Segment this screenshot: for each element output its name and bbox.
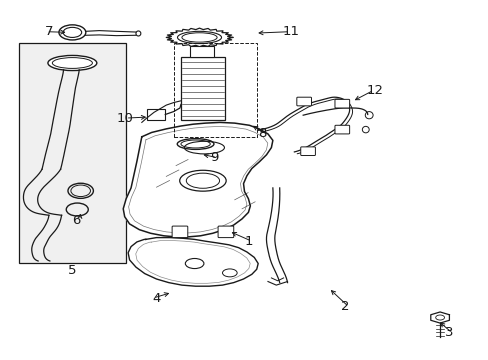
Text: 4: 4 (152, 292, 160, 305)
Ellipse shape (48, 55, 97, 71)
FancyBboxPatch shape (334, 99, 349, 108)
Text: 9: 9 (210, 151, 218, 164)
Text: 8: 8 (258, 127, 266, 140)
Text: 1: 1 (244, 235, 252, 248)
Text: 12: 12 (366, 84, 383, 96)
Polygon shape (123, 122, 272, 237)
FancyBboxPatch shape (146, 109, 165, 120)
Polygon shape (128, 238, 258, 286)
Text: 10: 10 (116, 112, 133, 125)
FancyBboxPatch shape (189, 46, 214, 57)
Text: 11: 11 (282, 25, 299, 38)
Text: 7: 7 (45, 25, 54, 38)
FancyBboxPatch shape (218, 226, 233, 238)
Text: 3: 3 (444, 327, 452, 339)
FancyBboxPatch shape (172, 226, 187, 238)
FancyBboxPatch shape (334, 125, 349, 134)
FancyBboxPatch shape (181, 57, 224, 120)
Text: 2: 2 (341, 300, 349, 313)
Bar (19, 43, 126, 263)
Text: 5: 5 (68, 264, 77, 277)
FancyBboxPatch shape (300, 147, 315, 156)
Text: 6: 6 (72, 214, 81, 227)
FancyBboxPatch shape (296, 97, 311, 106)
